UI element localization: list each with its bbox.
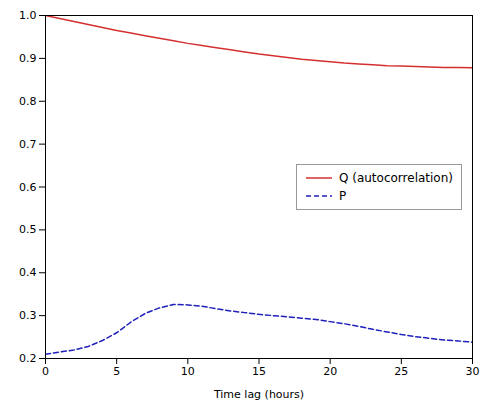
svg-text:0.9: 0.9 bbox=[19, 52, 37, 65]
svg-text:10: 10 bbox=[181, 365, 195, 378]
svg-text:0: 0 bbox=[42, 365, 49, 378]
html-text:P: P bbox=[339, 188, 347, 203]
svg-text:15: 15 bbox=[252, 365, 266, 378]
svg-text:Time lag (hours): Time lag (hours) bbox=[213, 388, 304, 401]
svg-text:0.5: 0.5 bbox=[19, 223, 37, 236]
svg-text:1.0: 1.0 bbox=[19, 9, 37, 22]
svg-text:0.7: 0.7 bbox=[19, 138, 37, 151]
svg-text:25: 25 bbox=[394, 365, 408, 378]
svg-text:0.2: 0.2 bbox=[19, 352, 37, 365]
svg-text:0.8: 0.8 bbox=[19, 95, 37, 108]
svg-text:0.4: 0.4 bbox=[19, 266, 37, 279]
svg-text:20: 20 bbox=[323, 365, 337, 378]
svg-text:0.3: 0.3 bbox=[19, 309, 37, 322]
svg-text:30: 30 bbox=[466, 365, 480, 378]
svg-text:5: 5 bbox=[113, 365, 120, 378]
html-text:Q (autocorrelation): Q (autocorrelation) bbox=[339, 170, 453, 185]
svg-text:0.6: 0.6 bbox=[19, 181, 37, 194]
